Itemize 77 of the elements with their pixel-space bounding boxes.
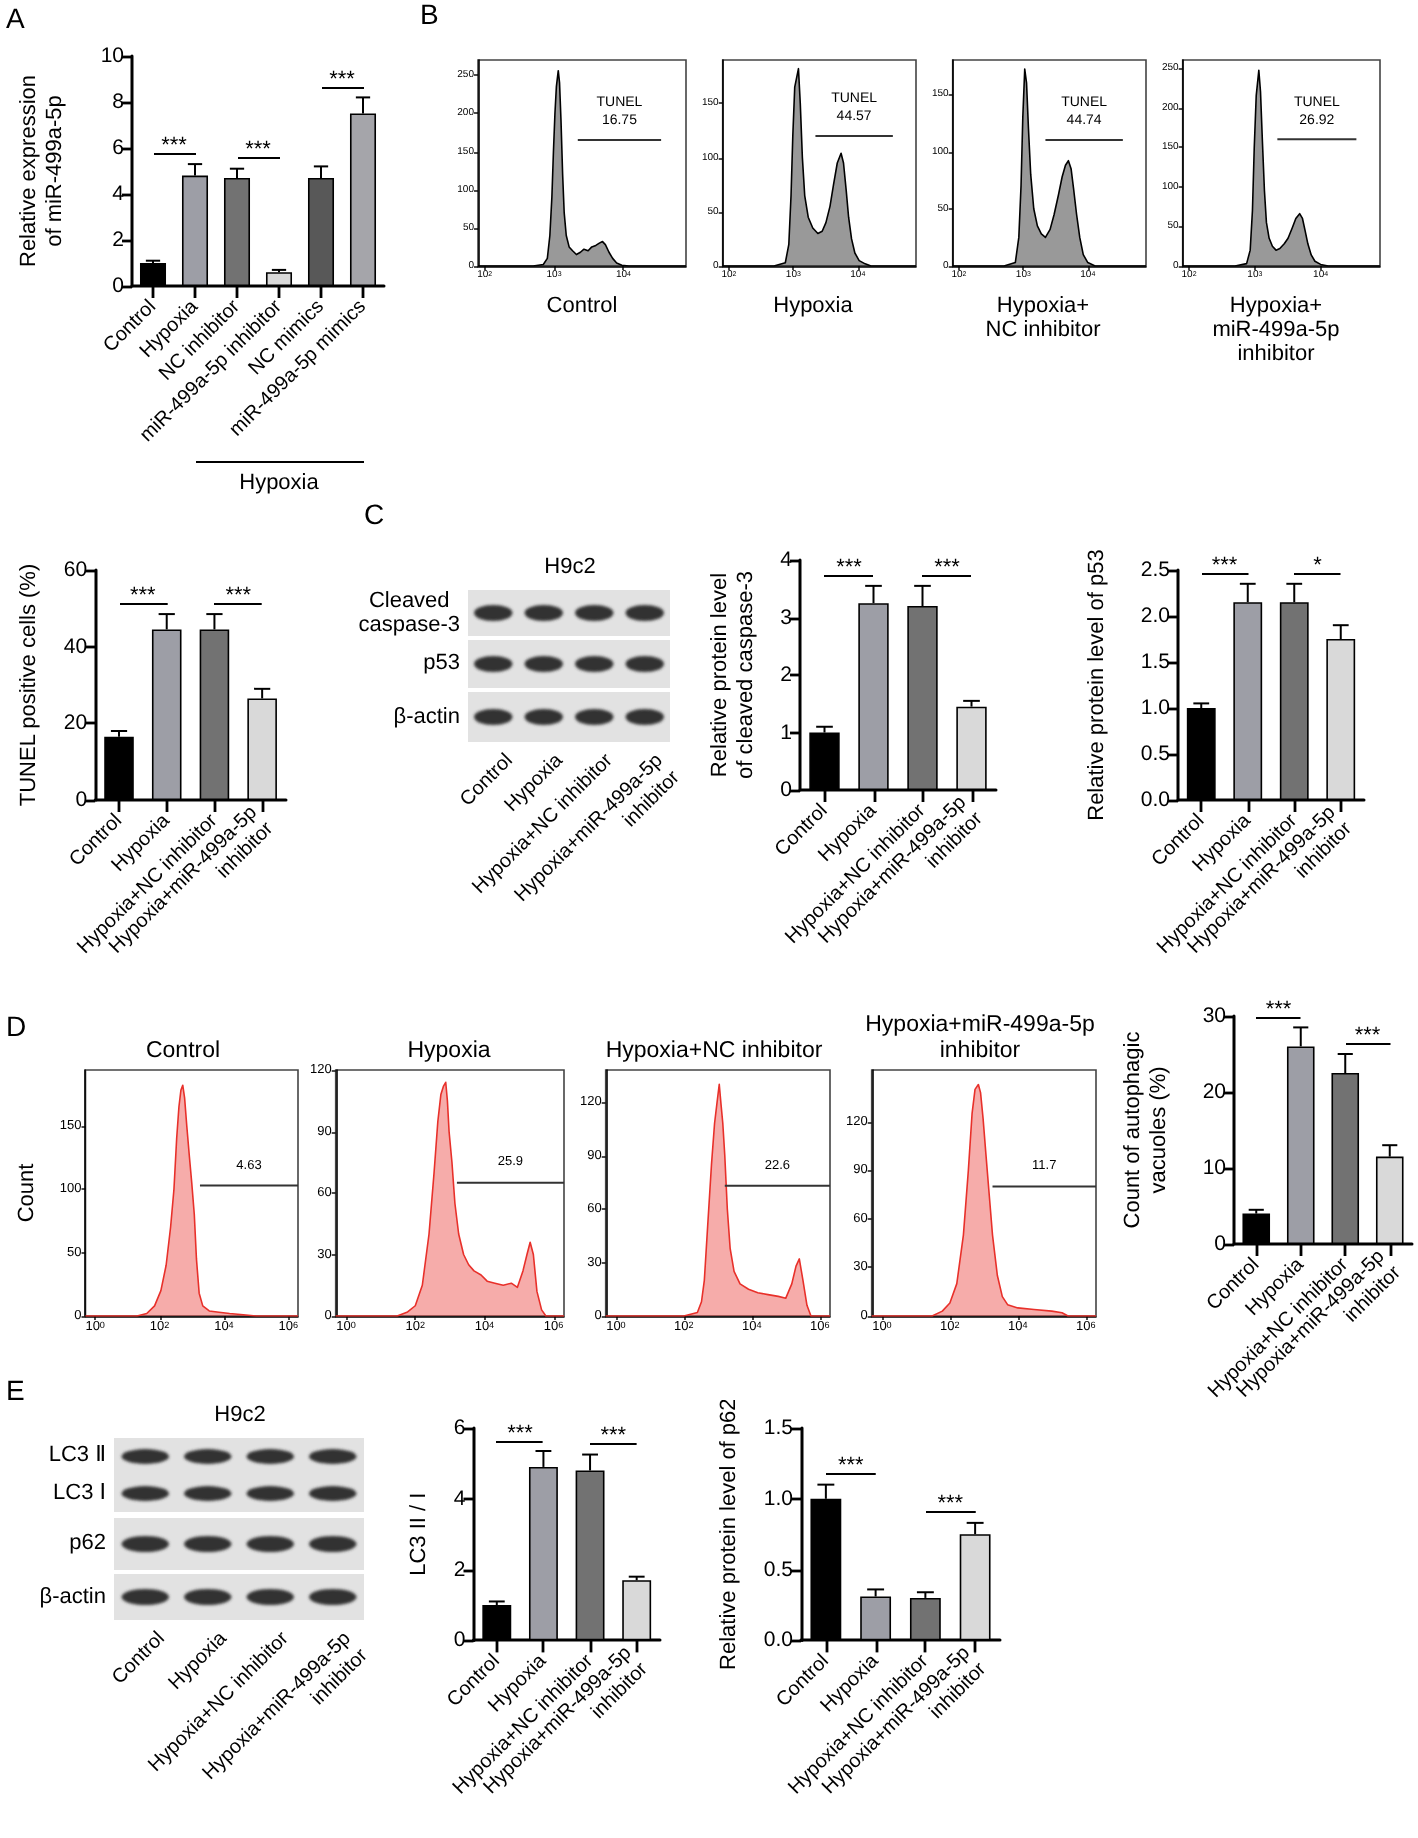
y-axis-title: TUNEL positive cells (%): [17, 563, 41, 807]
y-tick-label: 2.5: [1140, 558, 1171, 582]
y-tick-label: 1.0: [1140, 696, 1171, 720]
y-tick-label: 0: [453, 1628, 466, 1653]
y-tick-label: 3: [780, 605, 793, 630]
y-axis-title: Relative protein level of p53: [1085, 549, 1109, 821]
y-tick-label: 0.0: [1140, 788, 1171, 812]
y-tick-label: 0: [1214, 1232, 1227, 1256]
annotation: ***: [161, 134, 187, 159]
text: Hypoxia+ NC inhibitor: [985, 294, 1102, 342]
y-tick-label: 0.5: [1140, 742, 1171, 766]
y-tick-label: 0.0: [763, 1628, 794, 1653]
y-tick-label: 1.5: [1140, 650, 1171, 674]
y-tick-label: 0: [780, 778, 793, 802]
y-tick-label: 10: [1202, 1156, 1227, 1180]
y-tick-label: 4: [453, 1486, 466, 1511]
y-tick-label: 2: [780, 663, 793, 687]
y-tick-label: 40: [63, 634, 88, 659]
y-axis-title: LC3 II / I: [407, 1492, 431, 1576]
y-tick-label: 1: [780, 720, 793, 745]
y-tick-label: 2: [112, 228, 125, 252]
annotation: ***: [1265, 997, 1292, 1022]
annotation: ***: [130, 584, 156, 609]
annotation: ***: [1211, 553, 1238, 578]
annotation: ***: [836, 555, 862, 580]
annotation: ***: [937, 1492, 964, 1517]
y-tick-label: 2: [453, 1557, 466, 1582]
y-tick-label: 0: [75, 788, 88, 812]
text: Hypoxia: [239, 471, 319, 497]
y-tick-label: 8: [112, 90, 125, 114]
category-label: p62: [69, 1531, 106, 1556]
annotation: ***: [329, 67, 355, 92]
text: Hypoxia+ miR-499a-5p inhibitor: [1212, 294, 1340, 366]
y-axis-title: Count of autophagic vacuoles (%): [1121, 1030, 1171, 1229]
y-tick-label: 2.0: [1140, 604, 1171, 628]
text: C: [364, 498, 385, 531]
y-tick-label: 10: [100, 44, 125, 68]
category-label: β-actin: [393, 704, 460, 729]
chart-title: Control: [145, 1039, 221, 1063]
y-axis-title: Relative protein level of p62: [717, 1398, 741, 1670]
category-label: β-actin: [39, 1584, 106, 1609]
annotation: ***: [934, 555, 960, 580]
text: A: [6, 2, 25, 35]
category-label: LC3 Ⅰ: [53, 1480, 106, 1505]
y-tick-label: 0: [112, 274, 125, 298]
annotation: ***: [600, 1424, 627, 1449]
category-label: p53: [423, 651, 460, 676]
y-tick-label: 0.5: [763, 1557, 794, 1582]
annotation: ***: [837, 1454, 864, 1479]
y-tick-label: 60: [63, 558, 88, 582]
y-tick-label: 1.0: [763, 1486, 794, 1511]
y-tick-label: 6: [112, 136, 125, 160]
y-axis-title: Relative expression of miR-499a-5p: [17, 75, 67, 267]
chart-title: Hypoxia: [407, 1039, 492, 1063]
y-axis-title: Count: [15, 1163, 39, 1223]
text: H9c2: [214, 1403, 266, 1429]
text: H9c2: [544, 555, 596, 581]
text: E: [6, 1374, 25, 1407]
y-axis-title: Relative protein level of cleaved caspase-3: [707, 571, 758, 779]
y-tick-label: 20: [63, 711, 88, 736]
annotation: ***: [245, 138, 271, 163]
y-tick-label: 4: [112, 182, 125, 206]
chart-title: Hypoxia+miR-499a-5p inhibitor: [865, 1013, 1095, 1063]
y-tick-label: 30: [1202, 1004, 1227, 1028]
annotation: ***: [507, 1421, 533, 1445]
text: D: [6, 1010, 27, 1043]
chart-title: Hypoxia+NC inhibitor: [605, 1039, 823, 1063]
text: B: [420, 0, 439, 31]
annotation: ***: [1354, 1024, 1381, 1048]
y-tick-label: 6: [453, 1416, 466, 1440]
y-tick-label: 20: [1202, 1080, 1227, 1104]
annotation: *: [1313, 553, 1322, 578]
y-tick-label: 4: [780, 548, 793, 572]
y-tick-label: 1.5: [763, 1416, 794, 1440]
annotation: ***: [225, 584, 252, 609]
category-label: Cleaved caspase-3: [358, 587, 460, 637]
category-label: LC3 Ⅱ: [48, 1443, 106, 1468]
